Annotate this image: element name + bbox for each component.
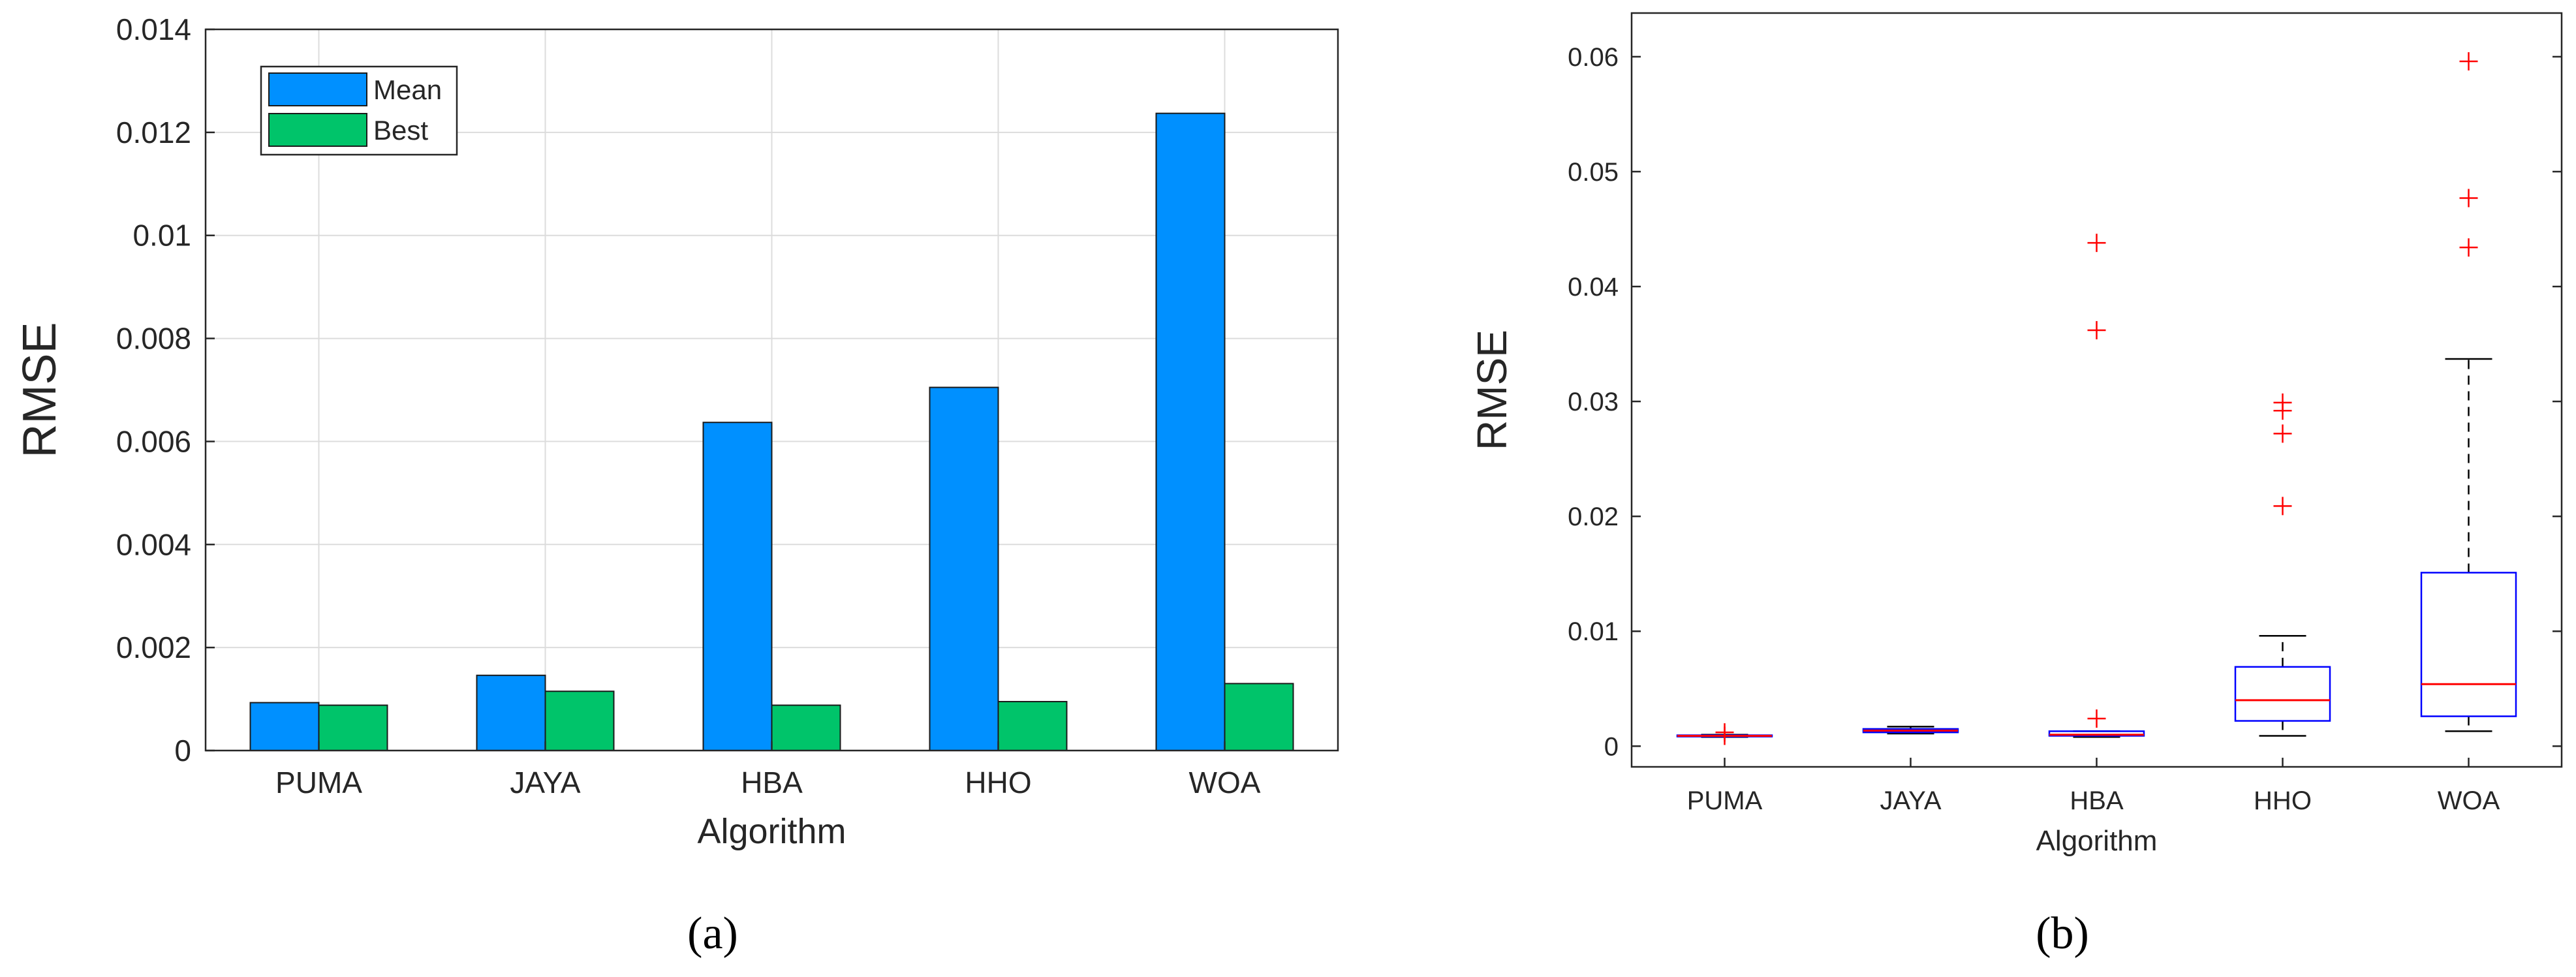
x-tick-label: PUMA: [1687, 786, 1763, 815]
box-woa: [2420, 572, 2517, 717]
x-tick-label: HHO: [965, 766, 1031, 799]
y-axis-label: RMSE: [1468, 330, 1515, 450]
x-tick-label: JAYA: [510, 766, 581, 799]
y-tick-label: 0.012: [116, 116, 191, 149]
panel-a-bar-chart: 0 0.002 0.004 0.006 0.008 0.01 0.012 0.014 PUMA J…: [14, 12, 1339, 959]
x-tick-label: HHO: [2254, 786, 2312, 815]
x-tick-label: WOA: [1189, 766, 1261, 799]
x-tick-label: HBA: [2070, 786, 2124, 815]
y-tick-label: 0.05: [1568, 158, 1619, 187]
y-tick-label: 0.002: [116, 630, 191, 664]
x-tick-label: JAYA: [1880, 786, 1941, 815]
panel-caption-a: (a): [687, 908, 738, 959]
legend-label-mean: Mean: [373, 74, 442, 105]
box-hba: [2048, 730, 2145, 737]
outlier-marker-woa: [2459, 52, 2478, 70]
outlier-marker-woa: [2459, 189, 2478, 208]
legend-swatch-mean: [268, 72, 367, 106]
outlier-marker-hba: [2087, 234, 2106, 253]
y-tick-label: 0: [174, 734, 191, 768]
panel-caption-b: (b): [2036, 908, 2089, 959]
y-axis-label: RMSE: [14, 322, 66, 457]
y-tick-label: 0.03: [1568, 388, 1619, 416]
bar-mean-jaya: [476, 674, 546, 751]
outlier-marker-woa: [2459, 238, 2478, 257]
y-tick-label: 0.01: [1568, 617, 1619, 646]
bar-mean-woa: [1155, 112, 1226, 751]
panel-b-box-plot: 0 0.01 0.02 0.03 0.04 0.05 0.06 PUMA JAYA HBA HHO W…: [1468, 12, 2563, 959]
x-tick-label: HBA: [741, 766, 803, 799]
outlier-marker-hho: [2273, 424, 2292, 443]
y-tick-label: 0.01: [132, 219, 191, 253]
outlier-marker-hho: [2273, 393, 2292, 412]
bar-mean-hba: [702, 422, 773, 751]
bar-mean-puma: [249, 702, 320, 752]
y-tick-label: 0.014: [116, 12, 191, 46]
y-tick-label: 0: [1604, 732, 1619, 761]
bar-best-puma: [318, 704, 388, 751]
y-tick-label: 0.04: [1568, 273, 1619, 302]
outlier-marker-hba: [2087, 709, 2106, 728]
outlier-marker-puma: [1715, 726, 1734, 745]
box-hho: [2234, 666, 2331, 722]
legend-swatch-best: [268, 113, 367, 147]
y-tick-label: 0.008: [116, 322, 191, 356]
legend: Mean Best: [260, 65, 458, 156]
bar-best-hba: [771, 704, 841, 751]
x-axis-label: Algorithm: [2036, 825, 2158, 857]
x-tick-label: PUMA: [275, 766, 362, 799]
y-tick-label: 0.006: [116, 424, 191, 458]
legend-label-best: Best: [373, 115, 428, 146]
y-tick-label: 0.004: [116, 527, 191, 561]
outlier-marker-hba: [2087, 320, 2106, 339]
bar-best-woa: [1224, 683, 1294, 751]
x-tick-label: WOA: [2438, 786, 2500, 815]
bar-mean-hho: [929, 386, 999, 751]
outlier-marker-hho: [2273, 497, 2292, 516]
x-axis-label: Algorithm: [697, 812, 846, 851]
bar-best-jaya: [544, 690, 615, 752]
y-tick-label: 0.02: [1568, 503, 1619, 531]
bar-best-hho: [997, 701, 1068, 751]
y-tick-label: 0.06: [1568, 43, 1619, 72]
